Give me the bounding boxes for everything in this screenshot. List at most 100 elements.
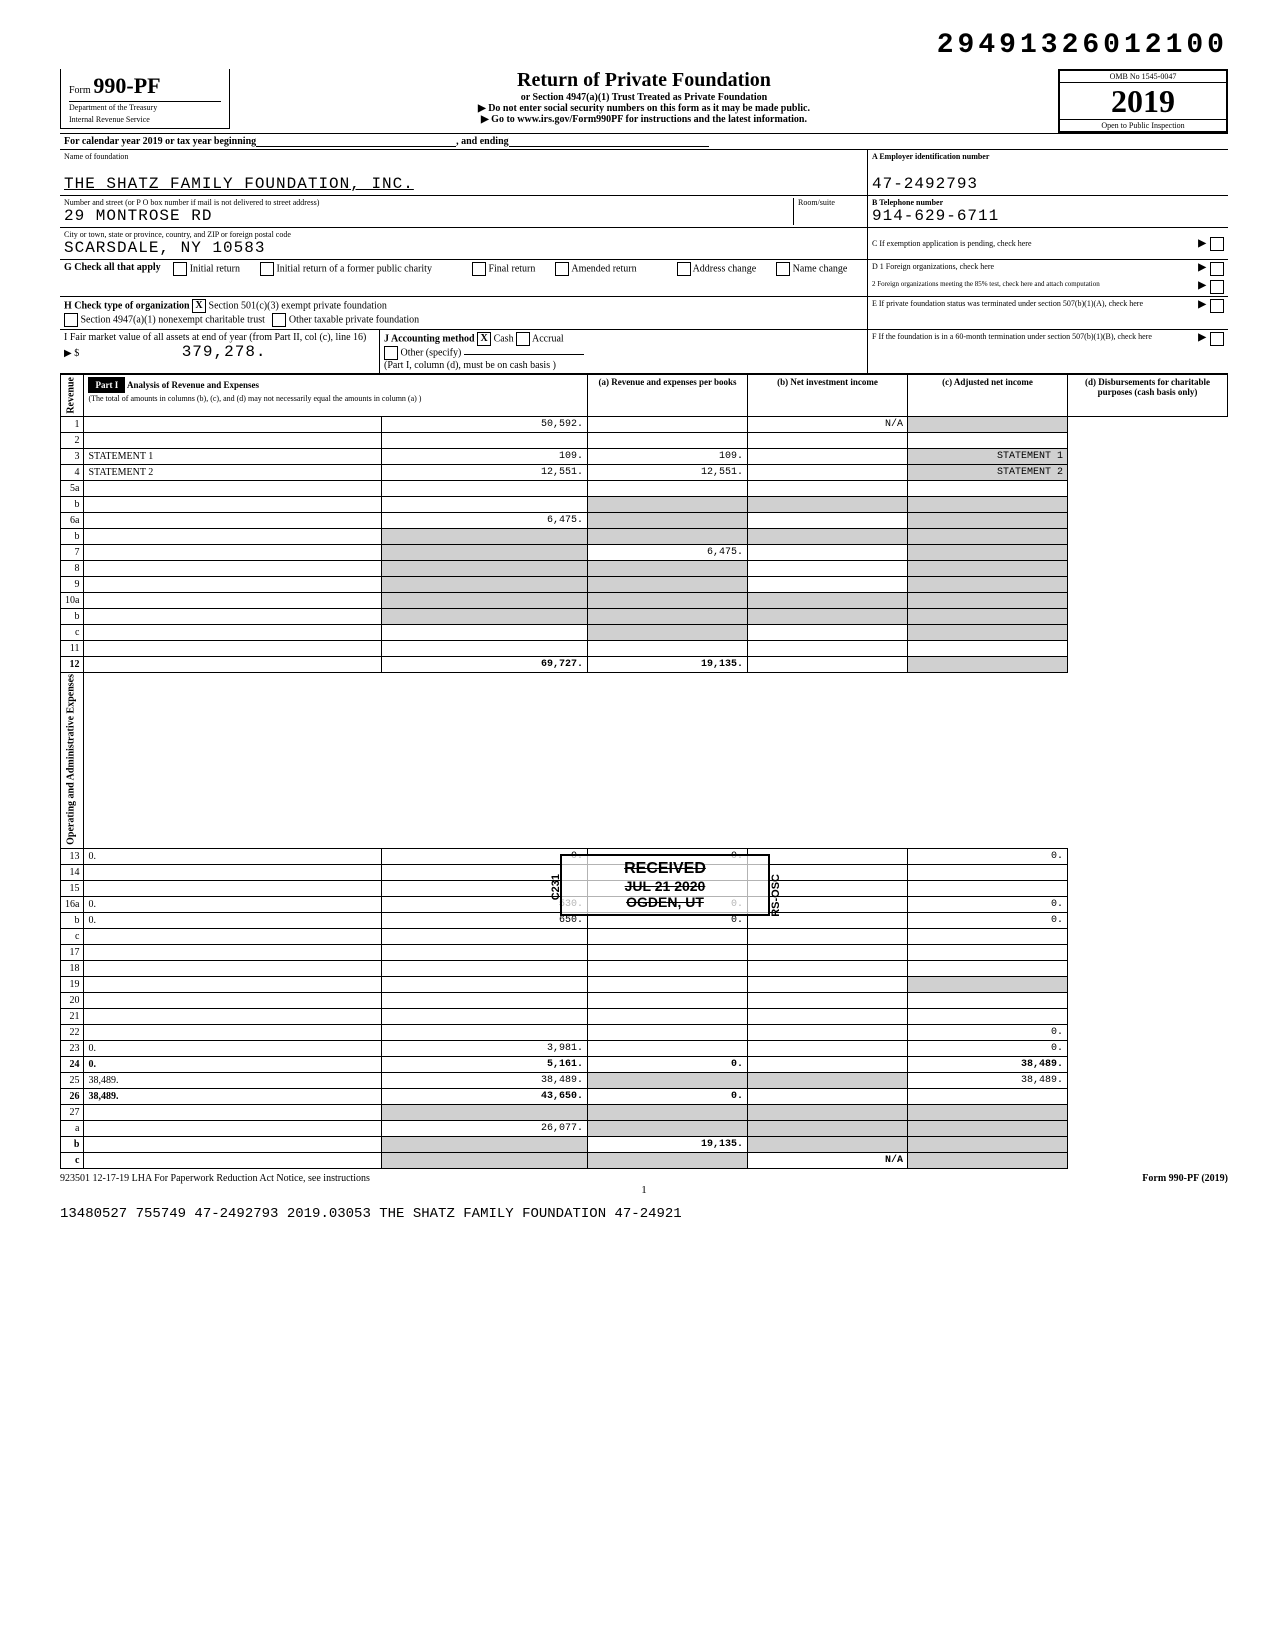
j-cash-checkbox[interactable]: X	[477, 332, 491, 346]
col-a-value: 5,161.	[382, 1056, 588, 1072]
col-d-value	[908, 976, 1068, 992]
d1-checkbox[interactable]	[1210, 262, 1224, 276]
col-c-value	[748, 560, 908, 576]
line-desc	[84, 528, 382, 544]
e-checkbox[interactable]	[1210, 299, 1224, 313]
line-desc: 38,489.	[84, 1072, 382, 1088]
c-label: C If exemption application is pending, c…	[872, 239, 1194, 248]
col-b-value	[588, 976, 748, 992]
line-desc	[84, 992, 382, 1008]
col-c-value	[748, 1136, 908, 1152]
g-amended-checkbox[interactable]	[555, 262, 569, 276]
g-label: G Check all that apply	[64, 262, 161, 273]
line-desc	[84, 592, 382, 608]
g-opt-1: Final return	[488, 263, 535, 274]
col-a-value	[382, 992, 588, 1008]
col-a-value	[382, 944, 588, 960]
col-b-value	[588, 512, 748, 528]
col-c-value	[748, 1008, 908, 1024]
g-initial-checkbox[interactable]	[173, 262, 187, 276]
i-value: 379,278.	[182, 343, 267, 361]
name-label: Name of foundation	[64, 152, 863, 161]
g-final-checkbox[interactable]	[472, 262, 486, 276]
col-b-value	[588, 496, 748, 512]
col-c-value	[748, 848, 908, 864]
col-b-value	[588, 576, 748, 592]
year-box: OMB No 1545-0047 2019 Open to Public Ins…	[1058, 69, 1228, 133]
line-desc	[84, 624, 382, 640]
g-former-checkbox[interactable]	[260, 262, 274, 276]
col-d-header: (d) Disbursements for charitable purpose…	[1068, 375, 1228, 417]
addr-label: Number and street (or P O box number if …	[64, 198, 793, 207]
g-namechg-checkbox[interactable]	[776, 262, 790, 276]
col-a-value	[382, 432, 588, 448]
line-number: c	[61, 624, 84, 640]
f-checkbox[interactable]	[1210, 332, 1224, 346]
g-opt-0: Initial return	[190, 263, 240, 274]
d2-checkbox[interactable]	[1210, 280, 1224, 294]
col-b-value	[588, 960, 748, 976]
col-a-value: 69,727.	[382, 656, 588, 672]
line-desc: 38,489.	[84, 1088, 382, 1104]
line-number: 14	[61, 864, 84, 880]
j-other-checkbox[interactable]	[384, 346, 398, 360]
col-a-value: 0.	[382, 848, 588, 864]
col-b-value: 109.	[588, 448, 748, 464]
j-cash: Cash	[494, 333, 514, 344]
col-d-value	[908, 480, 1068, 496]
ein-label: A Employer identification number	[872, 152, 1224, 161]
line-number: 7	[61, 544, 84, 560]
name-ein-row: Name of foundation THE SHATZ FAMILY FOUN…	[60, 150, 1228, 196]
col-a-value: 38,489.	[382, 1072, 588, 1088]
h-501c3-checkbox[interactable]: X	[192, 299, 206, 313]
received-text: RECEIVED	[572, 860, 758, 878]
col-d-value	[908, 528, 1068, 544]
col-d-value	[908, 624, 1068, 640]
line-number: 21	[61, 1008, 84, 1024]
c-checkbox[interactable]	[1210, 237, 1224, 251]
col-c-value	[748, 976, 908, 992]
title-sub2: ▶ Do not enter social security numbers o…	[240, 103, 1048, 114]
line-number: 22	[61, 1024, 84, 1040]
col-a-value: 43,650.	[382, 1088, 588, 1104]
h-4947-checkbox[interactable]	[64, 313, 78, 327]
col-c-value	[748, 1056, 908, 1072]
col-c-value	[748, 448, 908, 464]
col-a-value	[382, 496, 588, 512]
g-addrchg-checkbox[interactable]	[677, 262, 691, 276]
col-d-value	[908, 432, 1068, 448]
ein-value: 47-2492793	[872, 175, 1224, 193]
col-d-value	[908, 928, 1068, 944]
col-c-value	[748, 1088, 908, 1104]
dept-line2: Internal Revenue Service	[69, 114, 221, 124]
col-c-value	[748, 656, 908, 672]
col-b-value: 19,135.	[588, 656, 748, 672]
line-desc	[84, 976, 382, 992]
col-c-value	[748, 464, 908, 480]
title-sub1: or Section 4947(a)(1) Trust Treated as P…	[240, 92, 1048, 103]
col-c-value: N/A	[748, 416, 908, 432]
col-b-value	[588, 528, 748, 544]
city-value: SCARSDALE, NY 10583	[64, 239, 863, 257]
col-d-value	[908, 944, 1068, 960]
line-number: 6a	[61, 512, 84, 528]
col-a-value	[382, 1152, 588, 1168]
col-a-value	[382, 528, 588, 544]
cal-mid: , and ending	[456, 136, 509, 147]
j-label: J Accounting method	[384, 333, 475, 344]
line-desc	[84, 1152, 382, 1168]
col-b-value: 0.	[588, 1056, 748, 1072]
line-desc: 0.	[84, 1040, 382, 1056]
col-a-header: (a) Revenue and expenses per books	[588, 375, 748, 417]
col-a-value	[382, 592, 588, 608]
col-d-value: STATEMENT 1	[908, 448, 1068, 464]
part1-label: Part I	[88, 377, 125, 393]
h-other-checkbox[interactable]	[272, 313, 286, 327]
title-block: Return of Private Foundation or Section …	[240, 69, 1048, 125]
col-d-value	[908, 608, 1068, 624]
line-number: 17	[61, 944, 84, 960]
col-a-value	[382, 608, 588, 624]
line-number: a	[61, 1120, 84, 1136]
col-c-value	[748, 496, 908, 512]
j-accrual-checkbox[interactable]	[516, 332, 530, 346]
